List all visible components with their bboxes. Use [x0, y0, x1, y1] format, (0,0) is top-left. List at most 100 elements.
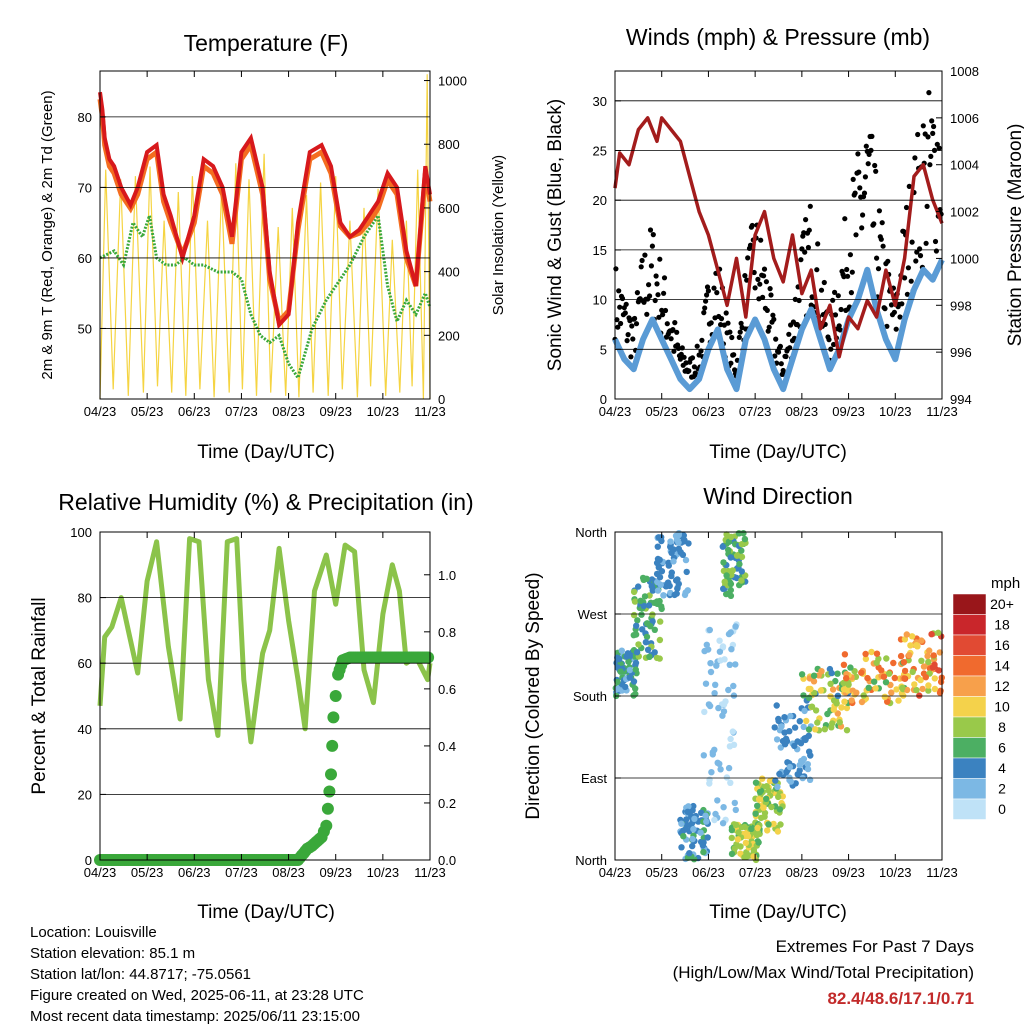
- direction-point: [725, 686, 732, 694]
- gust-point: [874, 255, 880, 261]
- direction-point: [689, 842, 696, 850]
- direction-point: [775, 793, 782, 801]
- direction-point: [908, 633, 916, 640]
- direction-point: [685, 540, 692, 547]
- gust-point: [869, 133, 875, 139]
- direction-point: [781, 729, 788, 736]
- gust-point: [668, 336, 674, 342]
- direction-point: [673, 590, 680, 597]
- direction-point: [787, 712, 794, 720]
- direction-point: [645, 602, 653, 609]
- temperature-xlabel: Time (Day/UTC): [197, 442, 335, 463]
- direction-point: [893, 686, 900, 693]
- direction-point: [631, 598, 639, 605]
- direction-point: [800, 692, 807, 699]
- colorbar-swatch: [952, 798, 987, 820]
- direction-point: [675, 531, 682, 539]
- direction-point: [657, 618, 664, 625]
- direction-point: [720, 559, 727, 566]
- gust-point: [725, 320, 731, 326]
- extremes-title: Extremes For Past 7 Days: [775, 937, 974, 956]
- gust-point: [617, 304, 623, 310]
- direction-point: [860, 692, 867, 699]
- direction-point: [913, 642, 920, 649]
- direction-point: [648, 583, 655, 590]
- temperature-solar-ytick-label: 0: [438, 392, 445, 407]
- humidity-rain-ytick-label: 0.4: [438, 739, 456, 754]
- direction-point: [741, 823, 748, 831]
- gust-point: [655, 292, 661, 298]
- direction-point: [891, 674, 898, 682]
- gust-point: [809, 294, 815, 300]
- winds-plot-area: [612, 90, 945, 393]
- station-info: Location: Louisville Station elevation: …: [30, 922, 364, 1027]
- direction-ytick-label: East: [581, 771, 607, 786]
- gust-point: [856, 169, 862, 175]
- gust-point: [891, 309, 898, 315]
- direction-point: [656, 556, 663, 563]
- direction-point: [804, 765, 812, 773]
- gust-point: [853, 232, 859, 238]
- direction-point: [670, 558, 677, 565]
- temperature-xtick-label: 04/23: [84, 404, 117, 419]
- gust-point: [908, 278, 914, 284]
- direction-point: [841, 698, 848, 705]
- direction-point: [781, 741, 789, 748]
- gust-point: [932, 238, 939, 245]
- direction-point: [871, 678, 878, 685]
- direction-point: [651, 649, 658, 656]
- direction-point: [895, 697, 902, 704]
- humidity-ytick-label: 40: [78, 722, 92, 737]
- direction-point: [678, 844, 685, 851]
- gust-point: [848, 290, 855, 296]
- direction-point: [632, 659, 640, 667]
- gust-point: [906, 183, 912, 189]
- direction-point: [656, 574, 664, 581]
- gust-point: [619, 295, 626, 302]
- temperature-solar-ytick-label: 200: [438, 328, 460, 343]
- direction-point: [686, 850, 693, 857]
- gust-point: [909, 239, 915, 245]
- gust-point: [832, 312, 839, 318]
- direction-point: [682, 589, 689, 596]
- gust-point: [831, 341, 837, 348]
- colorbar-swatch: [952, 778, 987, 800]
- gust-point: [880, 243, 886, 249]
- humidity-ytick-label: 0: [85, 853, 92, 868]
- direction-point: [626, 674, 633, 681]
- direction-point: [754, 824, 761, 832]
- gust-point: [670, 327, 676, 333]
- humidity-ytick-label: 60: [78, 656, 92, 671]
- direction-point: [800, 755, 808, 763]
- temperature-ylabel: 2m & 9m T (Red, Orange) & 2m Td (Green): [39, 90, 56, 379]
- direction-point: [931, 675, 938, 682]
- gust-point: [694, 343, 700, 349]
- direction-point: [614, 678, 621, 686]
- direction-point: [763, 795, 770, 802]
- gust-point: [920, 123, 926, 129]
- winds-pressure-ytick-label: 994: [950, 392, 972, 407]
- temperature-panel: Temperature (F) 506070800200400600800100…: [39, 30, 507, 463]
- direction-point: [794, 771, 801, 778]
- direction-point: [630, 692, 637, 699]
- gust-point: [628, 354, 634, 360]
- gust-point: [728, 360, 734, 366]
- direction-point: [680, 532, 687, 539]
- direction-point: [682, 556, 690, 564]
- humidity-plot-area: [94, 536, 435, 866]
- direction-point: [827, 680, 834, 687]
- direction-point: [719, 820, 727, 827]
- direction-point: [750, 853, 757, 860]
- direction-point: [838, 704, 845, 711]
- gust-point: [681, 354, 687, 360]
- direction-title: Wind Direction: [703, 483, 853, 509]
- gust-point: [857, 185, 863, 191]
- gust-point: [642, 252, 648, 258]
- gust-point: [862, 174, 869, 180]
- direction-point: [901, 636, 909, 643]
- direction-point: [640, 602, 647, 610]
- humidity-xtick-label: 06/23: [178, 865, 211, 880]
- direction-point: [702, 812, 709, 819]
- humidity-xtick-label: 09/23: [319, 865, 352, 880]
- gust-point: [803, 217, 809, 223]
